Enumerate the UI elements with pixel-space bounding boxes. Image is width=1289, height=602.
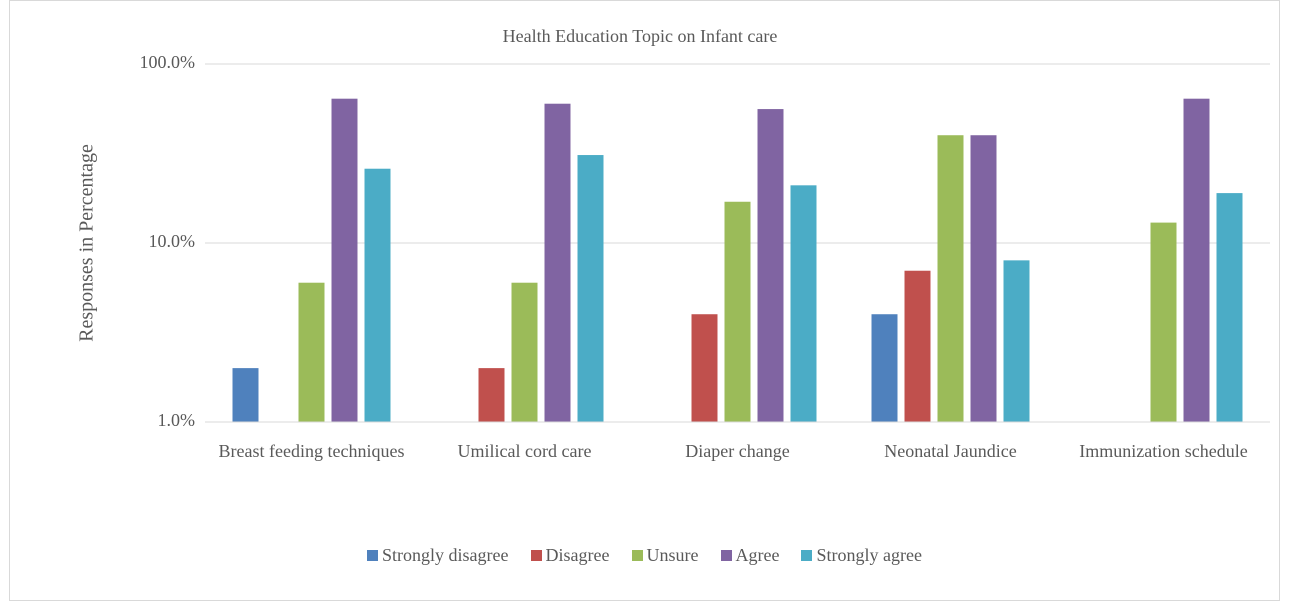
legend-label: Unsure (646, 545, 699, 565)
x-tick-label: Breast feeding techniques (218, 441, 405, 461)
bar (577, 155, 604, 422)
legend-item: Strongly agree (801, 545, 922, 566)
legend-swatch (801, 550, 813, 561)
legend-swatch (631, 550, 643, 561)
legend-label: Strongly agree (816, 545, 922, 565)
bar (970, 135, 997, 422)
y-tick-label: 10.0% (149, 231, 196, 251)
x-tick-label: Umilical cord care (457, 441, 592, 461)
bar (232, 368, 259, 422)
bar (937, 135, 964, 422)
bar (757, 109, 784, 422)
bar (1183, 98, 1210, 422)
bar (1003, 260, 1030, 422)
legend-swatch (530, 550, 542, 561)
y-tick-label: 100.0% (140, 52, 196, 72)
x-tick-label: Neonatal Jaundice (884, 441, 1017, 461)
legend-item: Agree (720, 545, 780, 566)
legend-swatch (367, 550, 379, 561)
bar (904, 270, 931, 422)
legend-label: Strongly disagree (382, 545, 509, 565)
legend-swatch (720, 550, 732, 561)
bar (871, 314, 898, 422)
legend: Strongly disagree Disagree Unsure Agree Stro… (0, 545, 1289, 566)
bar (790, 185, 817, 422)
bar (478, 368, 505, 422)
bar (691, 314, 718, 422)
bar (544, 103, 571, 422)
legend-label: Agree (735, 545, 780, 565)
y-axis-label: Responses in Percentage (76, 144, 98, 342)
legend-item: Strongly disagree (367, 545, 509, 566)
legend-label: Disagree (545, 545, 610, 565)
legend-item: Unsure (631, 545, 699, 566)
y-tick-label: 1.0% (158, 410, 196, 430)
chart-title: Health Education Topic on Infant care (503, 26, 778, 46)
legend-item: Disagree (530, 545, 610, 566)
x-tick-label: Diaper change (685, 441, 790, 461)
bar (1216, 193, 1243, 422)
bar (298, 282, 325, 422)
bar (724, 201, 751, 422)
chart-border (9, 0, 1280, 601)
x-tick-label: Immunization schedule (1079, 441, 1248, 461)
bar (511, 282, 538, 422)
bar (331, 98, 358, 422)
bar (364, 168, 391, 422)
bar (1150, 222, 1177, 422)
